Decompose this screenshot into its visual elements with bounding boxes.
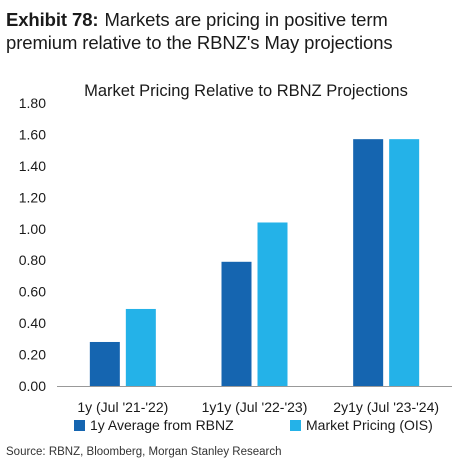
x-axis: 1y (Jul '21-'22) 1y1y (Jul '22-'23) 2y1y (… <box>57 386 452 415</box>
x-tick-label: 1y (Jul '21-'22) <box>77 399 168 415</box>
bar <box>125 308 156 386</box>
y-tick-label: 1.00 <box>19 221 46 237</box>
bar <box>353 139 384 386</box>
x-tick-label: 2y1y (Jul '23-'24) <box>333 399 439 415</box>
legend: 1y Average from RBNZ Market Pricing (OIS) <box>74 417 433 433</box>
y-tick-label: 0.80 <box>19 252 46 268</box>
y-tick-label: 0.20 <box>19 347 46 363</box>
exhibit-label: Exhibit 78: <box>6 9 99 30</box>
exhibit-heading: Exhibit 78: Markets are pricing in positi… <box>6 8 456 54</box>
legend-swatch <box>290 420 301 431</box>
y-axis: 0.00 0.20 0.40 0.60 0.80 1.00 1.20 1.40 1.60 1.80 <box>19 95 46 394</box>
y-tick-label: 1.40 <box>19 158 46 174</box>
exhibit-title: Markets are pricing in positive term pre… <box>6 9 393 53</box>
bar <box>221 261 252 386</box>
y-tick-label: 1.20 <box>19 189 46 205</box>
y-tick-label: 1.80 <box>19 95 46 111</box>
source-note: Source: RBNZ, Bloomberg, Morgan Stanley … <box>6 446 282 458</box>
chart-title: Market Pricing Relative to RBNZ Projecti… <box>84 82 408 100</box>
legend-label: 1y Average from RBNZ <box>90 417 234 433</box>
bars <box>89 139 420 386</box>
y-tick-label: 0.60 <box>19 284 46 300</box>
legend-swatch <box>74 420 85 431</box>
bar <box>389 139 420 386</box>
y-tick-label: 1.60 <box>19 126 46 142</box>
y-tick-label: 0.00 <box>19 378 46 394</box>
bar <box>89 341 120 386</box>
bar <box>257 222 288 386</box>
x-tick-label: 1y1y (Jul '22-'23) <box>202 399 308 415</box>
legend-label: Market Pricing (OIS) <box>306 417 433 433</box>
y-tick-label: 0.40 <box>19 315 46 331</box>
